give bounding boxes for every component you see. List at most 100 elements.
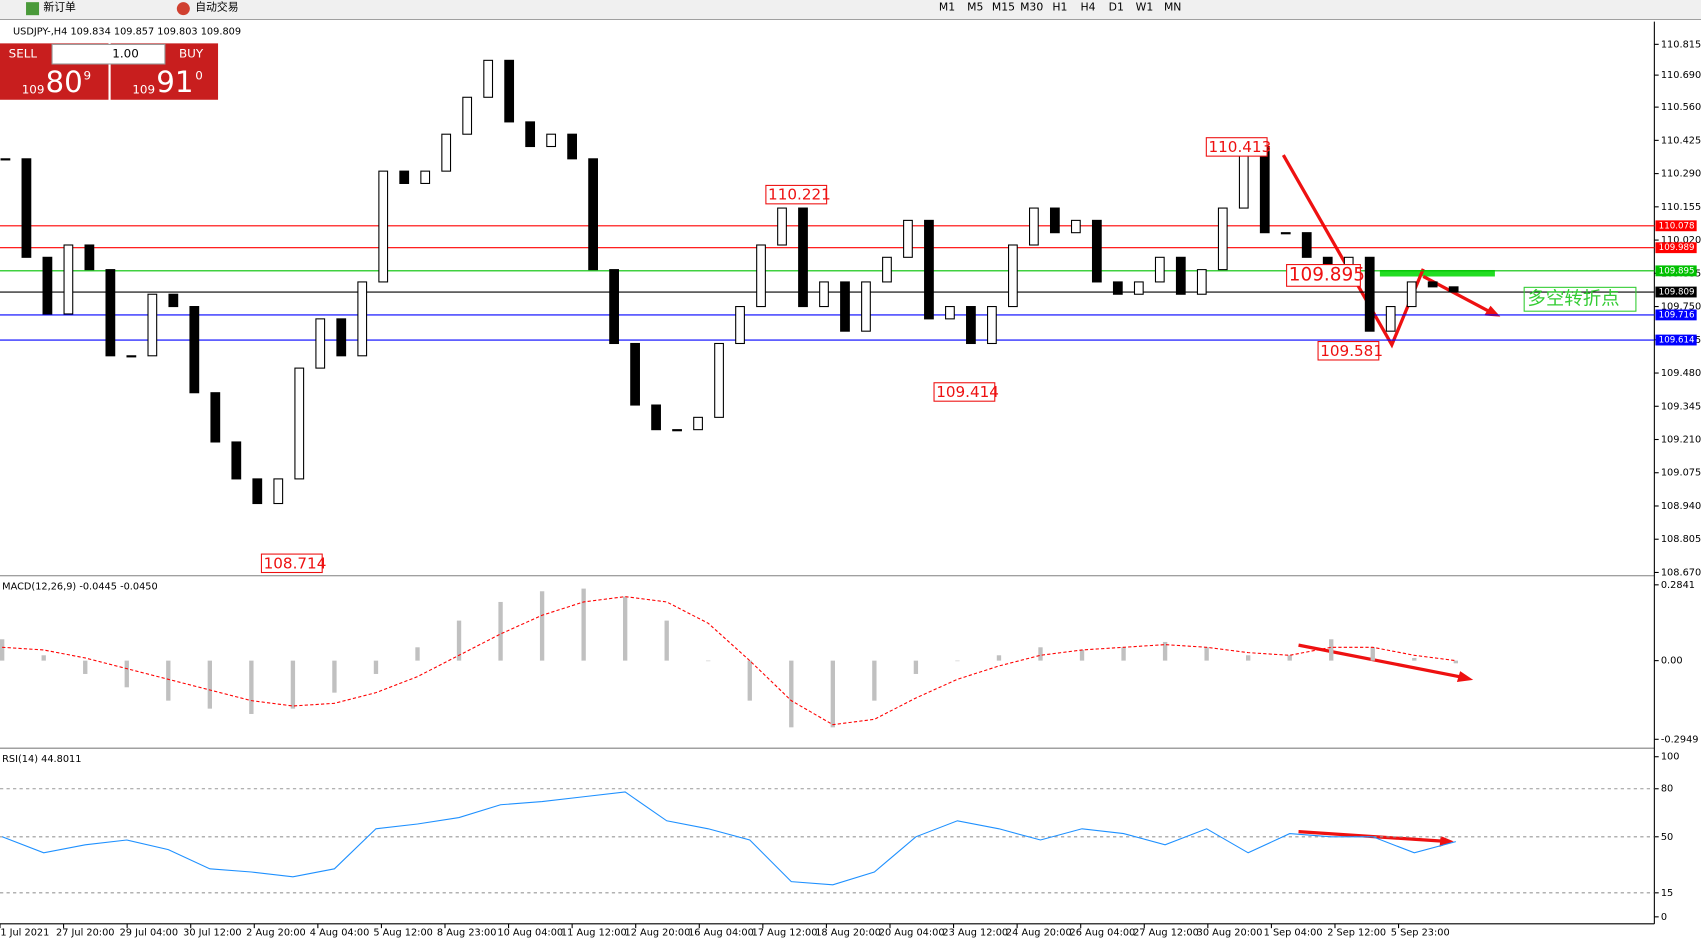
timeframe-button[interactable]: H1: [1052, 1, 1067, 14]
candle: [105, 269, 116, 357]
macd-bar: [830, 660, 836, 728]
signal-line: [2, 596, 1456, 726]
candle: [903, 219, 913, 258]
timeframe-button[interactable]: M30: [1020, 1, 1043, 14]
candle: [819, 281, 829, 308]
macd-bar: [41, 655, 46, 661]
y-tick-label: 110.155: [1661, 202, 1701, 213]
candle: [588, 158, 598, 271]
buy-price-frac: 0: [195, 68, 203, 82]
level-tag: [1655, 286, 1697, 298]
candle: [1427, 281, 1438, 288]
price-annotation-box: [260, 553, 323, 574]
y-tick-label: 109.075: [1661, 468, 1701, 479]
auto-trade-button[interactable]: 自动交易: [195, 0, 238, 14]
price-annotation: 109.895: [1289, 264, 1365, 285]
candle: [462, 96, 473, 135]
y-tick-label: 0.00: [1661, 656, 1683, 667]
macd-bar: [1412, 657, 1417, 661]
candle: [1008, 244, 1018, 308]
candle: [336, 318, 347, 357]
candle: [126, 355, 137, 358]
macd-bar: [1162, 641, 1168, 661]
timeframe-button[interactable]: MN: [1164, 1, 1181, 14]
price-annotation: 109.581: [1320, 342, 1383, 360]
candle: [1364, 256, 1375, 332]
candle: [1112, 281, 1123, 295]
y-tick-label: 109.345: [1661, 401, 1701, 412]
sell-button[interactable]: SELL: [9, 47, 38, 61]
x-tick-label: 29 Jul 04:00: [120, 927, 178, 938]
y-tick-label: 108.940: [1661, 501, 1701, 512]
macd-bar: [290, 660, 296, 709]
candle: [693, 416, 703, 431]
macd-bar: [83, 660, 88, 674]
buy-button[interactable]: BUY: [179, 47, 204, 61]
y-tick-label: 50: [1661, 832, 1673, 843]
sell-price-big: 109: [22, 82, 45, 96]
candle: [798, 207, 808, 308]
candle: [0, 158, 11, 161]
toolbar: [0, 0, 1701, 20]
macd-bar: [1204, 647, 1209, 661]
candle: [924, 219, 934, 320]
x-tick-label: 23 Aug 12:00: [942, 927, 1008, 938]
candle: [168, 293, 179, 308]
x-tick-label: 30 Jul 12:00: [183, 927, 241, 938]
x-tick-label: 21 Jul 2021: [0, 927, 49, 938]
lots-value[interactable]: 1.00: [112, 47, 139, 61]
candle: [735, 306, 745, 345]
arrow-head: [1484, 305, 1501, 317]
lots-field[interactable]: [51, 43, 166, 65]
candle: [252, 478, 263, 505]
candle: [1259, 145, 1270, 234]
level-tag: [1655, 220, 1697, 232]
timeframe-button[interactable]: M1: [939, 1, 955, 14]
y-tick-label: 109.750: [1661, 302, 1701, 313]
macd-bar: [789, 660, 794, 728]
candle: [756, 244, 766, 308]
x-tick-label: 26 Aug 04:00: [1070, 927, 1136, 938]
timeframe-button[interactable]: M5: [967, 1, 983, 14]
new-order-icon[interactable]: [26, 2, 40, 16]
candle: [651, 404, 661, 431]
macd-bar: [955, 660, 960, 662]
x-tick-label: 27 Aug 12:00: [1133, 927, 1199, 938]
macd-bar: [166, 660, 171, 701]
timeframe-button[interactable]: M15: [992, 1, 1015, 14]
candle: [609, 269, 619, 345]
candle: [378, 170, 389, 283]
macd-bar: [872, 660, 877, 701]
y-tick-label: 0.2841: [1661, 580, 1695, 591]
macd-bar: [1287, 655, 1292, 661]
candle: [315, 318, 326, 369]
price-annotation: 110.413: [1208, 138, 1271, 156]
candle: [42, 256, 53, 315]
auto-trade-icon[interactable]: [176, 2, 190, 16]
candle: [525, 121, 536, 148]
candle: [630, 342, 640, 406]
candle: [1406, 281, 1417, 308]
x-tick-label: 16 Aug 04:00: [688, 927, 754, 938]
x-tick-label: 24 Aug 20:00: [1006, 927, 1072, 938]
candle: [1301, 232, 1312, 258]
y-tick-label: 108.670: [1661, 567, 1701, 578]
macd-bar: [249, 660, 254, 714]
timeframe-button[interactable]: W1: [1136, 1, 1154, 14]
candle: [504, 59, 515, 123]
level-tag: [1655, 265, 1697, 277]
y-tick-label: 110.815: [1661, 39, 1701, 50]
y-tick-label: 109.210: [1661, 435, 1701, 446]
timeframe-button[interactable]: H4: [1081, 1, 1096, 14]
price-annotation: 109.414: [936, 383, 999, 401]
price-annotation: 108.714: [264, 554, 327, 572]
macd-bar: [1370, 647, 1375, 661]
timeframe-button[interactable]: D1: [1109, 1, 1124, 14]
new-order-button[interactable]: 新订单: [43, 0, 76, 14]
candle: [1029, 207, 1039, 246]
x-tick-label: 18 Aug 20:00: [815, 927, 881, 938]
macd-arrow: [1298, 643, 1465, 680]
macd-bar: [706, 660, 711, 662]
candle: [567, 133, 578, 160]
